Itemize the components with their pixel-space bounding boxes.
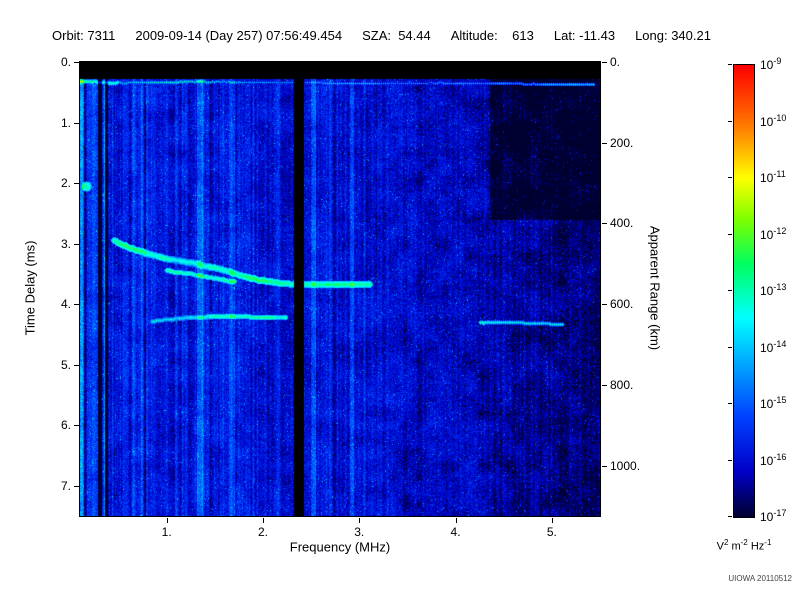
y-axis-tick-right [602,223,607,225]
colorbar-unit-label: V2 m-2 Hz-1 [716,538,772,553]
y-axis-tick-right [602,62,607,63]
header: Orbit: 7311 2009-09-14 (Day 257) 07:56:4… [52,28,711,43]
y-axis-tick-left [74,304,79,306]
colorbar [733,64,755,518]
y-tick-label-right: 800. [610,377,634,392]
header-latitude: Lat: -11.43 [553,28,616,43]
y-axis-tick-right [602,142,607,144]
header-datetime: 2009-09-14 (Day 257) 07:56:49.454 [135,28,343,43]
y-tick-label-left: 5. [60,357,71,372]
x-axis-tick [262,518,264,523]
y-tick-label-right: 0. [610,55,621,69]
y-tick-label-right: 400. [610,216,634,231]
colorbar-tick [728,120,732,122]
x-axis-tick [551,518,553,523]
y-axis-tick-left [74,62,79,63]
y-tick-label-left: 3. [60,236,71,251]
colorbar-tick-label: 10-10 [760,112,787,129]
colorbar-tick-label: 10-11 [760,169,786,185]
colorbar-tick-label: 10-16 [760,451,787,468]
colorbar-tick-label: 10-9 [760,56,782,72]
y-axis-tick-left [74,485,79,487]
header-orbit: Orbit: 7311 [52,28,116,43]
colorbar-tick-label: 10-15 [760,395,787,411]
plot-frame [79,61,601,517]
x-tick-label: 2. [257,525,268,539]
watermark: UIOWA 20110512 [728,574,792,583]
colorbar-tick [728,64,732,65]
y-axis-title-right: Apparent Range (km) [647,225,663,351]
y-axis-tick-right [602,465,607,467]
y-tick-label-left: 6. [60,418,71,433]
y-axis-tick-left [74,425,79,427]
colorbar-tick-label: 10-13 [760,282,787,298]
x-axis-tick [166,518,168,523]
colorbar-tick [728,290,732,291]
y-tick-label-left: 1. [60,115,71,130]
y-tick-label-left: 2. [60,176,71,191]
y-axis-tick-left [74,183,79,185]
y-tick-label-right: 200. [610,135,634,150]
x-axis-title: Frequency (MHz) [289,539,391,555]
y-tick-label-left: 4. [60,297,71,312]
colorbar-tick [728,177,732,178]
y-axis-tick-right [602,304,607,306]
y-axis-tick-right [602,384,607,386]
x-tick-label: 1. [161,525,172,539]
x-axis-tick [455,518,457,523]
spectrogram-canvas [80,62,600,516]
colorbar-tick [728,459,732,461]
colorbar-tick [728,233,732,235]
header-altitude: Altitude: 613 [450,28,534,43]
x-axis-tick [359,518,361,523]
x-tick-label: 3. [354,525,365,539]
colorbar-tick [728,516,732,517]
y-axis-tick-left [74,122,79,124]
colorbar-tick [728,403,732,404]
colorbar-tick-label: 10-12 [760,225,787,242]
y-axis-tick-left [74,243,79,245]
colorbar-tick-label: 10-17 [760,508,787,524]
header-longitude: Long: 340.21 [635,28,711,43]
x-tick-label: 5. [546,525,557,539]
header-sza: SZA: 54.44 [362,28,431,43]
colorbar-tick [728,346,732,348]
y-tick-label-right: 1000. [610,458,641,473]
x-tick-label: 4. [450,525,461,539]
y-tick-label-left: 7. [60,478,71,493]
y-tick-label-right: 600. [610,297,634,312]
y-axis-title-left: Time Delay (ms) [22,240,38,336]
y-axis-tick-left [74,364,79,366]
y-tick-label-left: 0. [60,55,71,69]
colorbar-tick-label: 10-14 [760,338,787,355]
colorbar-canvas [734,65,754,517]
